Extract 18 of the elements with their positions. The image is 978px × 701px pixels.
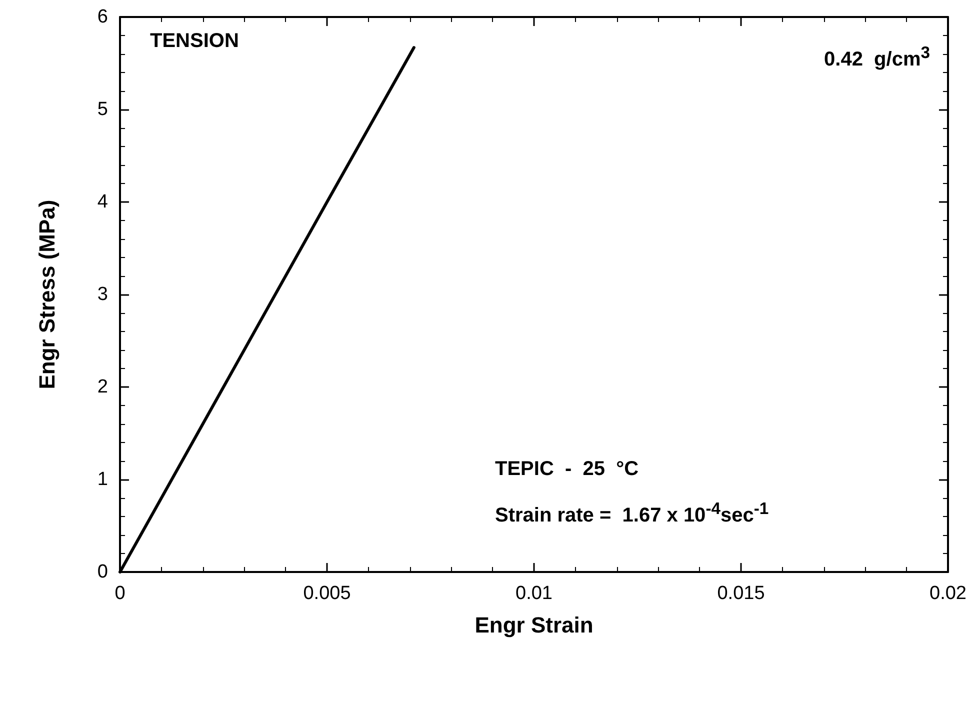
y-tick-label: 6 (97, 6, 108, 28)
y-tick-label: 5 (97, 99, 108, 120)
x-tick-label: 0 (114, 583, 126, 604)
annotation: TEPIC - 25 °C (495, 457, 639, 482)
y-tick-label: 4 (97, 192, 108, 212)
x-tick-label: 0.005 (303, 583, 351, 604)
x-tick-label: 0.02 (930, 583, 966, 604)
annotation: TENSION (150, 29, 239, 54)
annotation: 0.42 g/cm$^{3}$ (824, 42, 930, 73)
x-axis-title: Engr Strain (474, 612, 594, 638)
x-tick-label: 0.015 (717, 583, 765, 604)
y-tick-label: 3 (97, 284, 108, 305)
y-tick-label: 2 (97, 376, 108, 398)
y-axis-title: Engr Stress (MPa) (34, 200, 60, 390)
x-tick-label: 0.01 (516, 583, 552, 604)
y-tick-label: 0 (97, 562, 108, 582)
annotation: Strain rate = 1.67 x 10$^{-4}$sec$^{-1}$ (495, 498, 769, 529)
y-tick-label: 1 (97, 469, 108, 490)
